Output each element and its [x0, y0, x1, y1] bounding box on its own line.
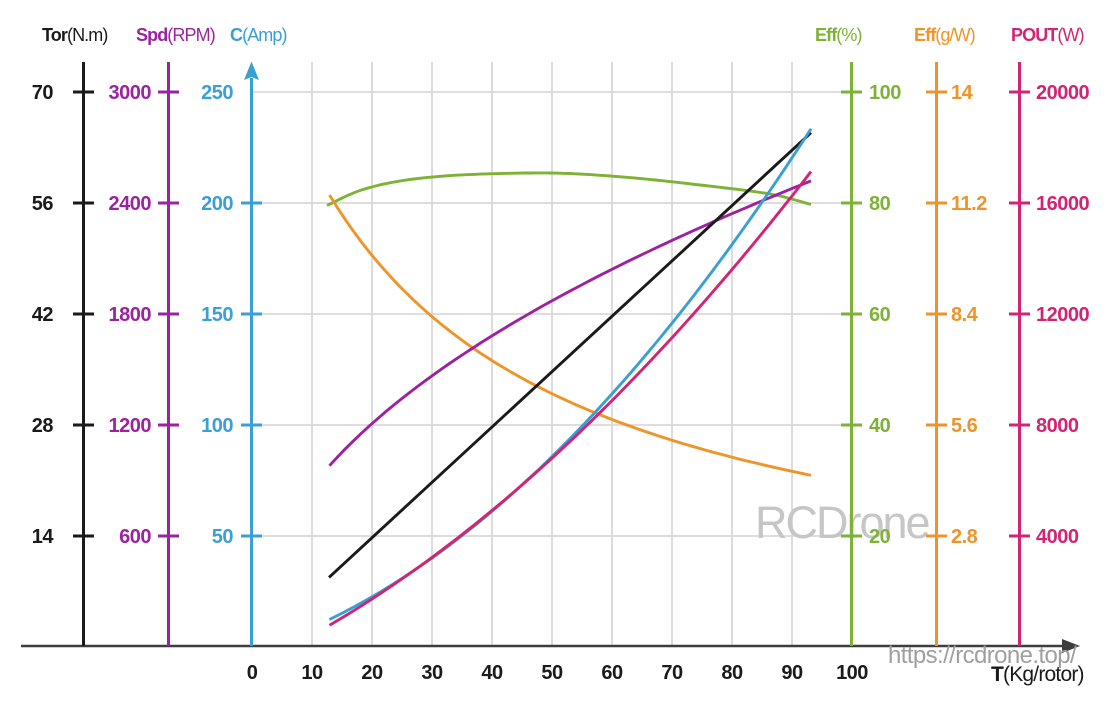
svg-text:Eff(%): Eff(%)	[815, 25, 862, 45]
svg-text:60: 60	[869, 304, 891, 326]
svg-text:11.2: 11.2	[951, 193, 987, 215]
svg-text:POUT(W): POUT(W)	[1011, 25, 1084, 45]
svg-text:3000: 3000	[109, 82, 152, 104]
svg-text:5.6: 5.6	[951, 415, 978, 437]
svg-text:Eff(g/W): Eff(g/W)	[914, 25, 975, 45]
svg-text:80: 80	[721, 662, 743, 684]
svg-text:28: 28	[32, 415, 54, 437]
svg-text:50: 50	[212, 526, 234, 548]
svg-text:Spd(RPM): Spd(RPM)	[136, 25, 215, 45]
svg-text:2.8: 2.8	[951, 526, 978, 548]
svg-text:C(Amp): C(Amp)	[230, 25, 287, 45]
svg-text:Tor(N.m): Tor(N.m)	[42, 25, 107, 45]
svg-text:40: 40	[869, 415, 891, 437]
svg-text:8000: 8000	[1036, 415, 1079, 437]
svg-text:150: 150	[201, 304, 233, 326]
svg-text:1800: 1800	[109, 304, 152, 326]
svg-text:https://rcdrone.top/: https://rcdrone.top/	[888, 642, 1077, 669]
svg-text:100: 100	[869, 82, 901, 104]
svg-text:10: 10	[301, 662, 323, 684]
svg-text:0: 0	[247, 662, 258, 684]
svg-text:16000: 16000	[1036, 193, 1089, 215]
svg-text:80: 80	[869, 193, 891, 215]
svg-text:90: 90	[781, 662, 803, 684]
svg-text:70: 70	[32, 82, 54, 104]
svg-text:600: 600	[119, 526, 151, 548]
svg-text:200: 200	[201, 193, 233, 215]
svg-text:T(Kg/rotor): T(Kg/rotor)	[991, 663, 1084, 686]
svg-text:42: 42	[32, 304, 54, 326]
svg-text:12000: 12000	[1036, 304, 1089, 326]
svg-text:20: 20	[869, 526, 891, 548]
svg-text:14: 14	[951, 82, 974, 104]
svg-text:50: 50	[541, 662, 563, 684]
svg-text:2400: 2400	[109, 193, 152, 215]
svg-text:14: 14	[32, 526, 55, 548]
svg-text:20: 20	[361, 662, 383, 684]
svg-text:100: 100	[201, 415, 233, 437]
svg-text:60: 60	[601, 662, 623, 684]
svg-text:70: 70	[661, 662, 683, 684]
svg-text:250: 250	[201, 82, 233, 104]
svg-text:56: 56	[32, 193, 54, 215]
svg-text:40: 40	[481, 662, 503, 684]
svg-text:30: 30	[421, 662, 443, 684]
svg-text:8.4: 8.4	[951, 304, 979, 326]
svg-text:4000: 4000	[1036, 526, 1079, 548]
svg-text:1200: 1200	[109, 415, 152, 437]
svg-text:20000: 20000	[1036, 82, 1089, 104]
svg-text:100: 100	[836, 662, 868, 684]
svg-text:RCDrone: RCDrone	[755, 497, 930, 548]
